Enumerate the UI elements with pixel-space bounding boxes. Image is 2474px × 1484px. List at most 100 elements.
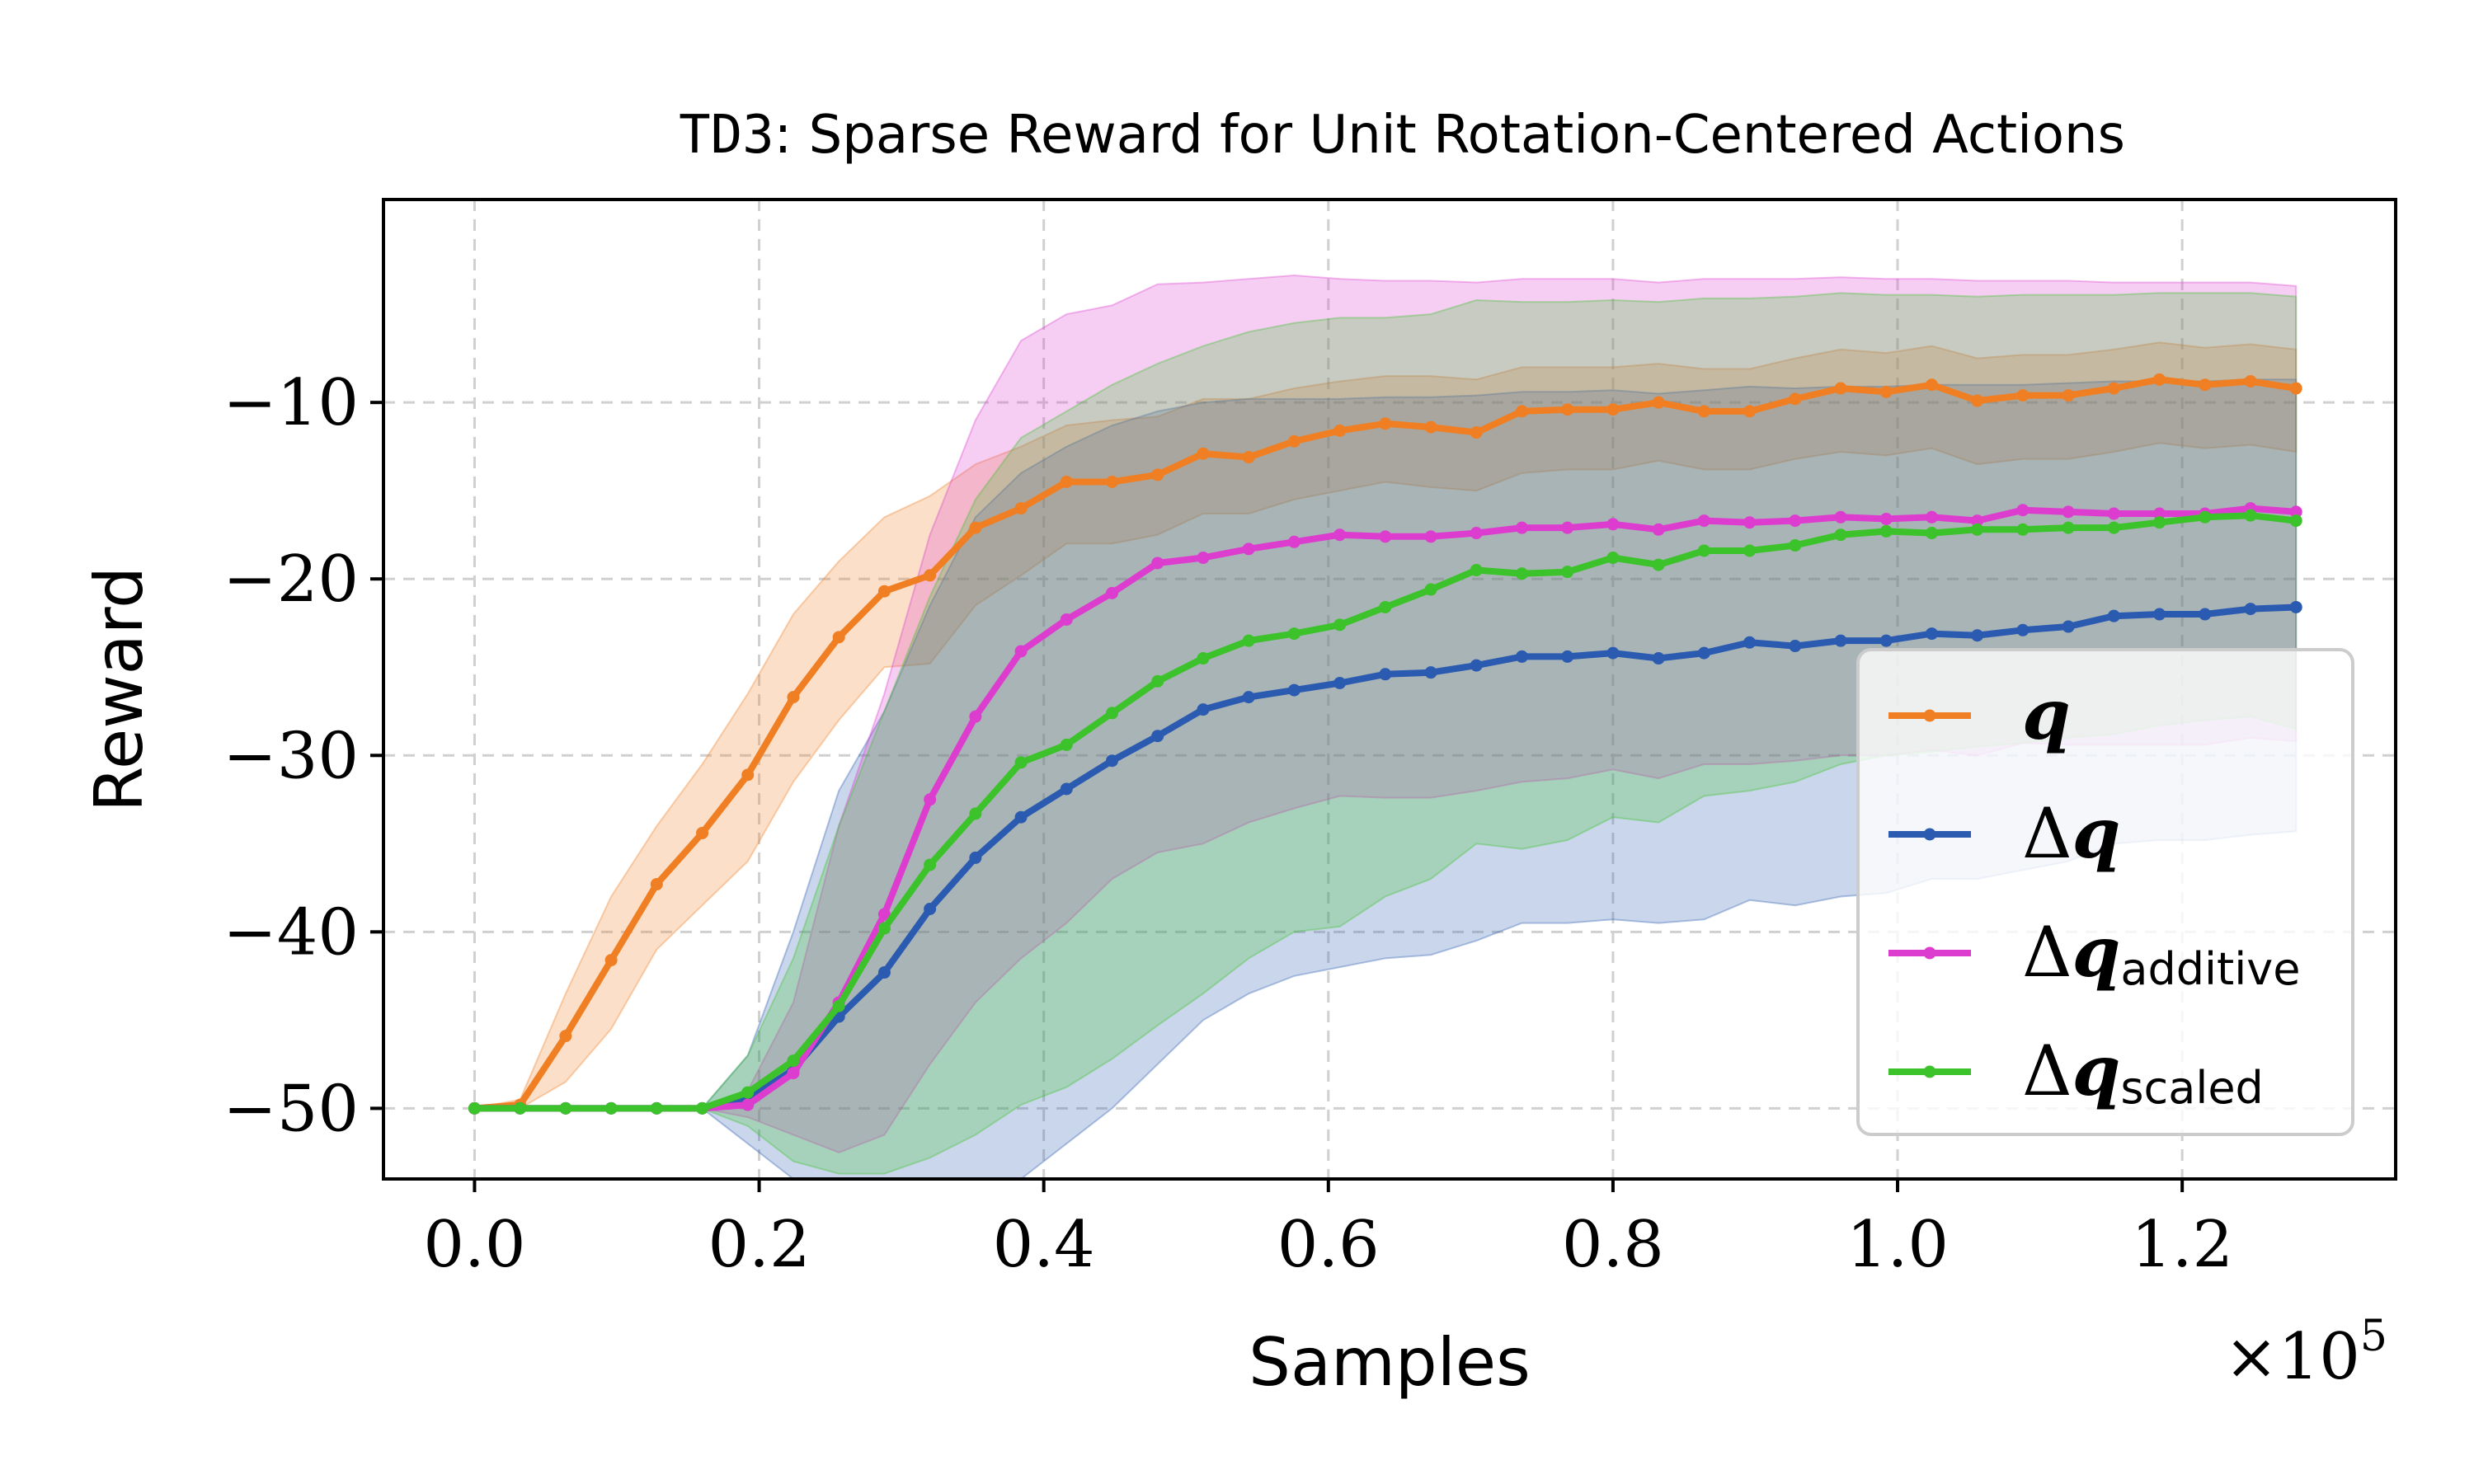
data-point xyxy=(1333,528,1347,542)
data-point xyxy=(1925,627,1938,641)
data-point xyxy=(2016,623,2030,636)
legend-subscript: scaled xyxy=(2120,1062,2263,1114)
data-point xyxy=(741,1098,755,1111)
data-point xyxy=(2016,389,2030,402)
data-point xyxy=(1697,544,1710,557)
data-point xyxy=(969,807,982,820)
chart-title-prefix: TD3 xyxy=(679,105,774,166)
plot-area-frame xyxy=(382,198,2397,1181)
data-point xyxy=(1743,516,1757,529)
data-point xyxy=(924,902,937,915)
data-point xyxy=(877,908,891,921)
data-point xyxy=(1697,405,1710,418)
data-point xyxy=(1925,378,1938,392)
data-point xyxy=(1561,650,1574,663)
data-point xyxy=(1106,754,1119,768)
y-tick-label-3: −40 xyxy=(223,895,359,970)
data-point xyxy=(1060,613,1073,626)
data-point xyxy=(1652,558,1665,571)
data-point xyxy=(468,1101,481,1115)
legend-delta-symbol: Δ xyxy=(2022,912,2072,993)
data-point xyxy=(1834,528,1847,542)
data-point xyxy=(1606,518,1620,531)
series-1 xyxy=(468,600,2302,1115)
data-point xyxy=(832,631,845,644)
y-tick-label-0: −10 xyxy=(223,366,359,440)
data-point xyxy=(1561,403,1574,416)
data-point xyxy=(1242,691,1255,704)
band-q xyxy=(474,341,2298,1110)
data-point xyxy=(1925,527,1938,540)
data-point xyxy=(1971,523,1984,536)
x-axis-multiplier-exponent: 5 xyxy=(2360,1312,2387,1361)
data-point xyxy=(1151,468,1164,481)
data-point xyxy=(924,793,937,806)
data-point xyxy=(1242,542,1255,556)
data-point xyxy=(1743,636,1757,649)
data-point xyxy=(1151,674,1164,688)
data-point xyxy=(924,569,937,582)
data-point xyxy=(2289,382,2302,395)
data-point xyxy=(1060,475,1073,488)
data-point xyxy=(2107,609,2120,622)
y-tick-label-4: −50 xyxy=(223,1072,359,1146)
data-point xyxy=(1379,417,1392,430)
data-point xyxy=(1515,405,1528,418)
data-point xyxy=(1424,666,1437,679)
legend-swatch-marker xyxy=(1923,946,1936,960)
data-point xyxy=(1333,677,1347,690)
data-point xyxy=(1606,552,1620,565)
data-point xyxy=(1697,646,1710,660)
legend-main-symbol: q xyxy=(2072,911,2121,993)
data-point xyxy=(924,858,937,871)
data-point xyxy=(2016,523,2030,536)
data-point xyxy=(2153,608,2166,621)
data-point xyxy=(1652,523,1665,536)
data-point xyxy=(1515,521,1528,534)
legend-delta-symbol: Δ xyxy=(2022,1031,2072,1111)
data-point xyxy=(1197,703,1210,716)
y-tick-label-1: −20 xyxy=(223,542,359,617)
data-point xyxy=(1789,539,1802,552)
data-point xyxy=(604,954,618,967)
data-point xyxy=(696,1101,709,1115)
legend-label: Δqadditive xyxy=(2022,911,2300,995)
legend-box xyxy=(1856,648,2354,1136)
data-point xyxy=(2107,521,2120,534)
x-tick-label-6: 1.2 xyxy=(2131,1208,2233,1282)
data-point xyxy=(1424,420,1437,434)
chart-title: TD3: Sparse Reward for Unit Rotation-Cen… xyxy=(679,105,2125,166)
data-point xyxy=(2107,507,2120,520)
data-point xyxy=(877,922,891,935)
data-point xyxy=(832,999,845,1012)
y-axis-ticks: −10 −20 −30 −40 −50 xyxy=(223,366,383,1146)
data-point xyxy=(1197,447,1210,460)
x-tick-label-1: 0.2 xyxy=(708,1208,811,1282)
data-point xyxy=(2289,514,2302,528)
data-point xyxy=(1060,782,1073,796)
data-point xyxy=(1971,629,1984,642)
data-point xyxy=(559,1030,572,1043)
data-point xyxy=(650,1101,663,1115)
data-point xyxy=(1014,502,1028,515)
data-point xyxy=(1879,634,1893,647)
legend-main-symbol: q xyxy=(2022,674,2071,755)
legend-label: q xyxy=(2022,674,2071,755)
data-point xyxy=(696,826,709,839)
data-point xyxy=(2199,608,2212,621)
data-point xyxy=(1606,403,1620,416)
data-point xyxy=(1561,521,1574,534)
x-axis-multiplier-base: ×10 xyxy=(2224,1320,2360,1394)
data-point xyxy=(1606,646,1620,660)
data-point xyxy=(1014,810,1028,824)
x-axis-label: Samples xyxy=(1249,1324,1531,1401)
data-point xyxy=(514,1101,527,1115)
x-tick-label-0: 0.0 xyxy=(423,1208,525,1282)
data-point xyxy=(2016,504,2030,517)
data-point xyxy=(1014,756,1028,769)
data-point xyxy=(1106,707,1119,720)
data-point xyxy=(1925,510,1938,524)
x-tick-label-2: 0.4 xyxy=(993,1208,1095,1282)
data-point xyxy=(1515,567,1528,580)
